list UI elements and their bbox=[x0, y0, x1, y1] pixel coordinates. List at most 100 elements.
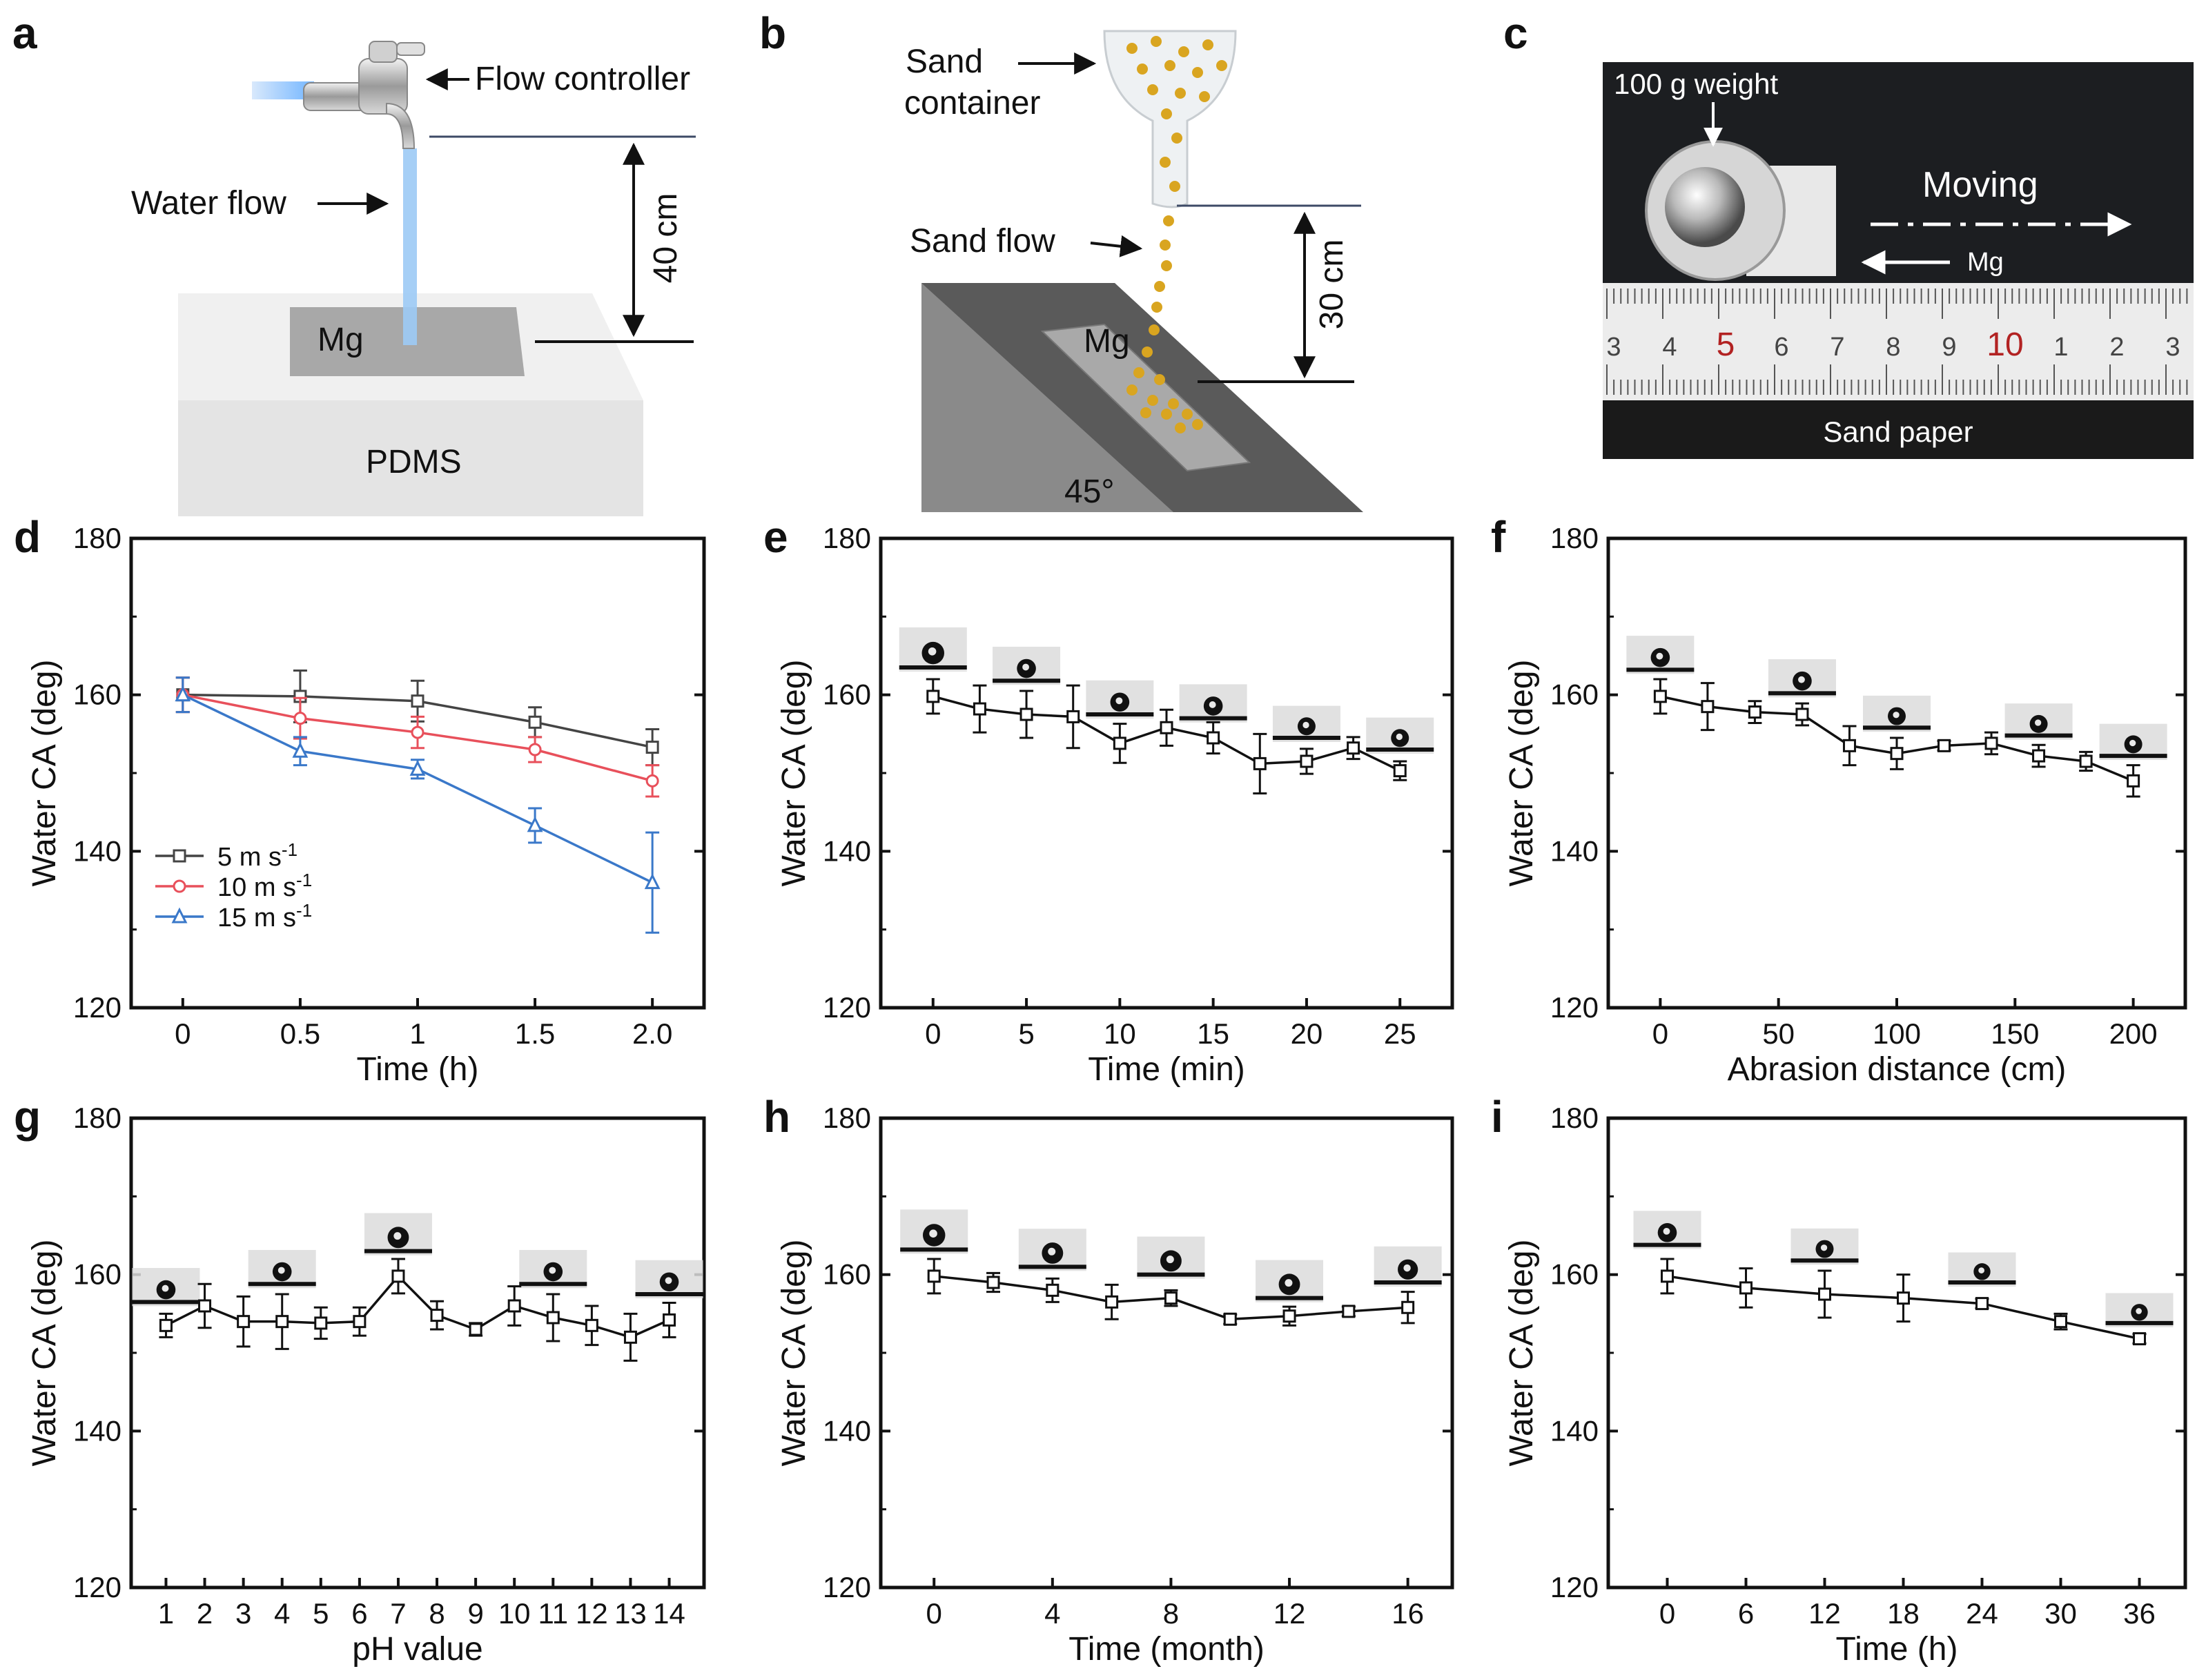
x-tick-label: 12 bbox=[576, 1597, 608, 1630]
panel-letter-h: h bbox=[763, 1092, 790, 1142]
x-tick-label: 14 bbox=[653, 1597, 685, 1630]
y-tick-label: 120 bbox=[1550, 991, 1599, 1024]
data-point bbox=[2079, 754, 2093, 768]
y-tick-label: 140 bbox=[73, 834, 121, 867]
droplet-highlight bbox=[2129, 739, 2136, 747]
y-tick-label: 180 bbox=[73, 1102, 121, 1134]
droplet-highlight bbox=[1656, 652, 1663, 660]
droplet-highlight bbox=[1663, 1227, 1670, 1235]
x-tick-label: 6 bbox=[1738, 1597, 1754, 1630]
ruler bbox=[1603, 283, 2194, 400]
data-point bbox=[623, 1330, 637, 1344]
ruler-number: 3 bbox=[1606, 333, 1621, 362]
data-point bbox=[1937, 739, 1951, 752]
plot-frame bbox=[879, 536, 1454, 1010]
droplet-inset bbox=[519, 1249, 587, 1289]
x-tick-label: 16 bbox=[1392, 1597, 1424, 1630]
droplet-inset bbox=[635, 1260, 703, 1298]
x-tick-label: 0 bbox=[1652, 1017, 1668, 1050]
droplet-inset bbox=[2105, 1293, 2174, 1327]
x-tick-label: 30 bbox=[2044, 1597, 2077, 1630]
plot-frame bbox=[129, 1116, 706, 1590]
chart-f: f 120 140 160 180 0 50 100 150 200 Water CA (deg) A… bbox=[1491, 512, 2187, 1088]
y-tick-label: 160 bbox=[73, 1258, 121, 1291]
data-point bbox=[644, 873, 661, 890]
label-moving: Moving bbox=[1922, 165, 2038, 205]
panel-letter-g: g bbox=[14, 1092, 41, 1142]
droplet-inset bbox=[1768, 659, 1836, 698]
x-axis-title: Time (h) bbox=[1836, 1631, 1958, 1668]
x-tick-label: 1 bbox=[409, 1017, 425, 1050]
droplet-highlight bbox=[1396, 733, 1403, 741]
droplet-inset bbox=[899, 627, 967, 672]
data-point bbox=[1661, 1269, 1674, 1283]
data-point bbox=[1113, 736, 1126, 750]
data-point bbox=[1342, 1305, 1356, 1318]
data-point bbox=[1795, 707, 1809, 721]
data-point bbox=[411, 694, 424, 708]
x-tick-label: 12 bbox=[1273, 1597, 1306, 1630]
data-point bbox=[1739, 1281, 1753, 1295]
x-tick-label: 25 bbox=[1384, 1017, 1416, 1050]
x-tick-label: 9 bbox=[467, 1597, 483, 1630]
x-tick-label: 8 bbox=[429, 1597, 445, 1630]
data-point bbox=[1207, 731, 1220, 745]
y-tick-label: 180 bbox=[823, 1102, 871, 1134]
sand-container-icon bbox=[1103, 30, 1237, 208]
y-axis-title: Water CA (deg) bbox=[26, 660, 63, 887]
mg-label-a: Mg bbox=[318, 322, 364, 358]
data-point bbox=[926, 690, 940, 703]
panel-letter-i: i bbox=[1491, 1092, 1503, 1142]
data-point bbox=[1393, 764, 1407, 778]
droplet-highlight bbox=[549, 1267, 556, 1274]
y-axis-title: Water CA (deg) bbox=[776, 660, 812, 887]
x-tick-label: 12 bbox=[1808, 1597, 1841, 1630]
ruler-number: 7 bbox=[1830, 333, 1844, 362]
x-tick-label: 4 bbox=[1044, 1597, 1060, 1630]
y-tick-label: 180 bbox=[1550, 1102, 1599, 1134]
y-tick-label: 140 bbox=[73, 1414, 121, 1447]
droplet-inset bbox=[1086, 680, 1154, 719]
y-axis-title: Water CA (deg) bbox=[1503, 1240, 1540, 1467]
data-point bbox=[1653, 690, 1667, 703]
y-tick-label: 140 bbox=[823, 834, 871, 867]
data-point bbox=[237, 1315, 251, 1329]
droplet-highlight bbox=[1022, 663, 1030, 671]
data-point bbox=[507, 1299, 521, 1313]
data-point bbox=[1223, 1312, 1237, 1326]
x-tick-label: 13 bbox=[614, 1597, 647, 1630]
droplet-highlight bbox=[1893, 712, 1900, 719]
droplet-highlight bbox=[1048, 1247, 1056, 1256]
height-label-b: 30 cm bbox=[1314, 240, 1350, 330]
data-point bbox=[1066, 710, 1080, 723]
droplet-highlight bbox=[1820, 1244, 1828, 1251]
droplet-inset bbox=[1272, 705, 1340, 742]
panel-letter-f: f bbox=[1491, 512, 1506, 562]
x-tick-label: 200 bbox=[2109, 1017, 2158, 1050]
sand-paper-strip bbox=[1603, 400, 2194, 459]
droplet-highlight bbox=[393, 1232, 402, 1240]
chart-i: i 120 140 160 180 0 6 12 18 24 30 36 Water CA (deg) T… bbox=[1491, 1092, 2187, 1668]
label-flow-controller: Flow controller bbox=[475, 61, 690, 97]
data-point bbox=[645, 741, 659, 754]
ruler-number: 2 bbox=[2109, 333, 2124, 362]
x-tick-label: 1.5 bbox=[515, 1017, 555, 1050]
droplet-inset bbox=[1626, 636, 1695, 674]
data-point bbox=[2133, 1332, 2146, 1346]
chart-h: h 120 140 160 180 0 4 8 12 16 Water CA (deg) Time (… bbox=[763, 1092, 1454, 1668]
y-tick-label: 140 bbox=[1550, 1414, 1599, 1447]
x-tick-label: 2 bbox=[197, 1597, 213, 1630]
panel-letter-c: c bbox=[1503, 8, 1528, 58]
y-tick-label: 120 bbox=[823, 991, 871, 1024]
y-axis-title: Water CA (deg) bbox=[26, 1240, 63, 1467]
droplet-highlight bbox=[277, 1267, 285, 1274]
panel-letter-a: a bbox=[12, 8, 37, 58]
x-tick-label: 36 bbox=[2123, 1597, 2156, 1630]
data-point bbox=[927, 1269, 941, 1283]
x-axis-title: Time (h) bbox=[357, 1051, 479, 1088]
droplet-inset bbox=[1948, 1252, 2016, 1287]
data-point bbox=[528, 743, 542, 756]
y-tick-label: 120 bbox=[823, 1571, 871, 1603]
